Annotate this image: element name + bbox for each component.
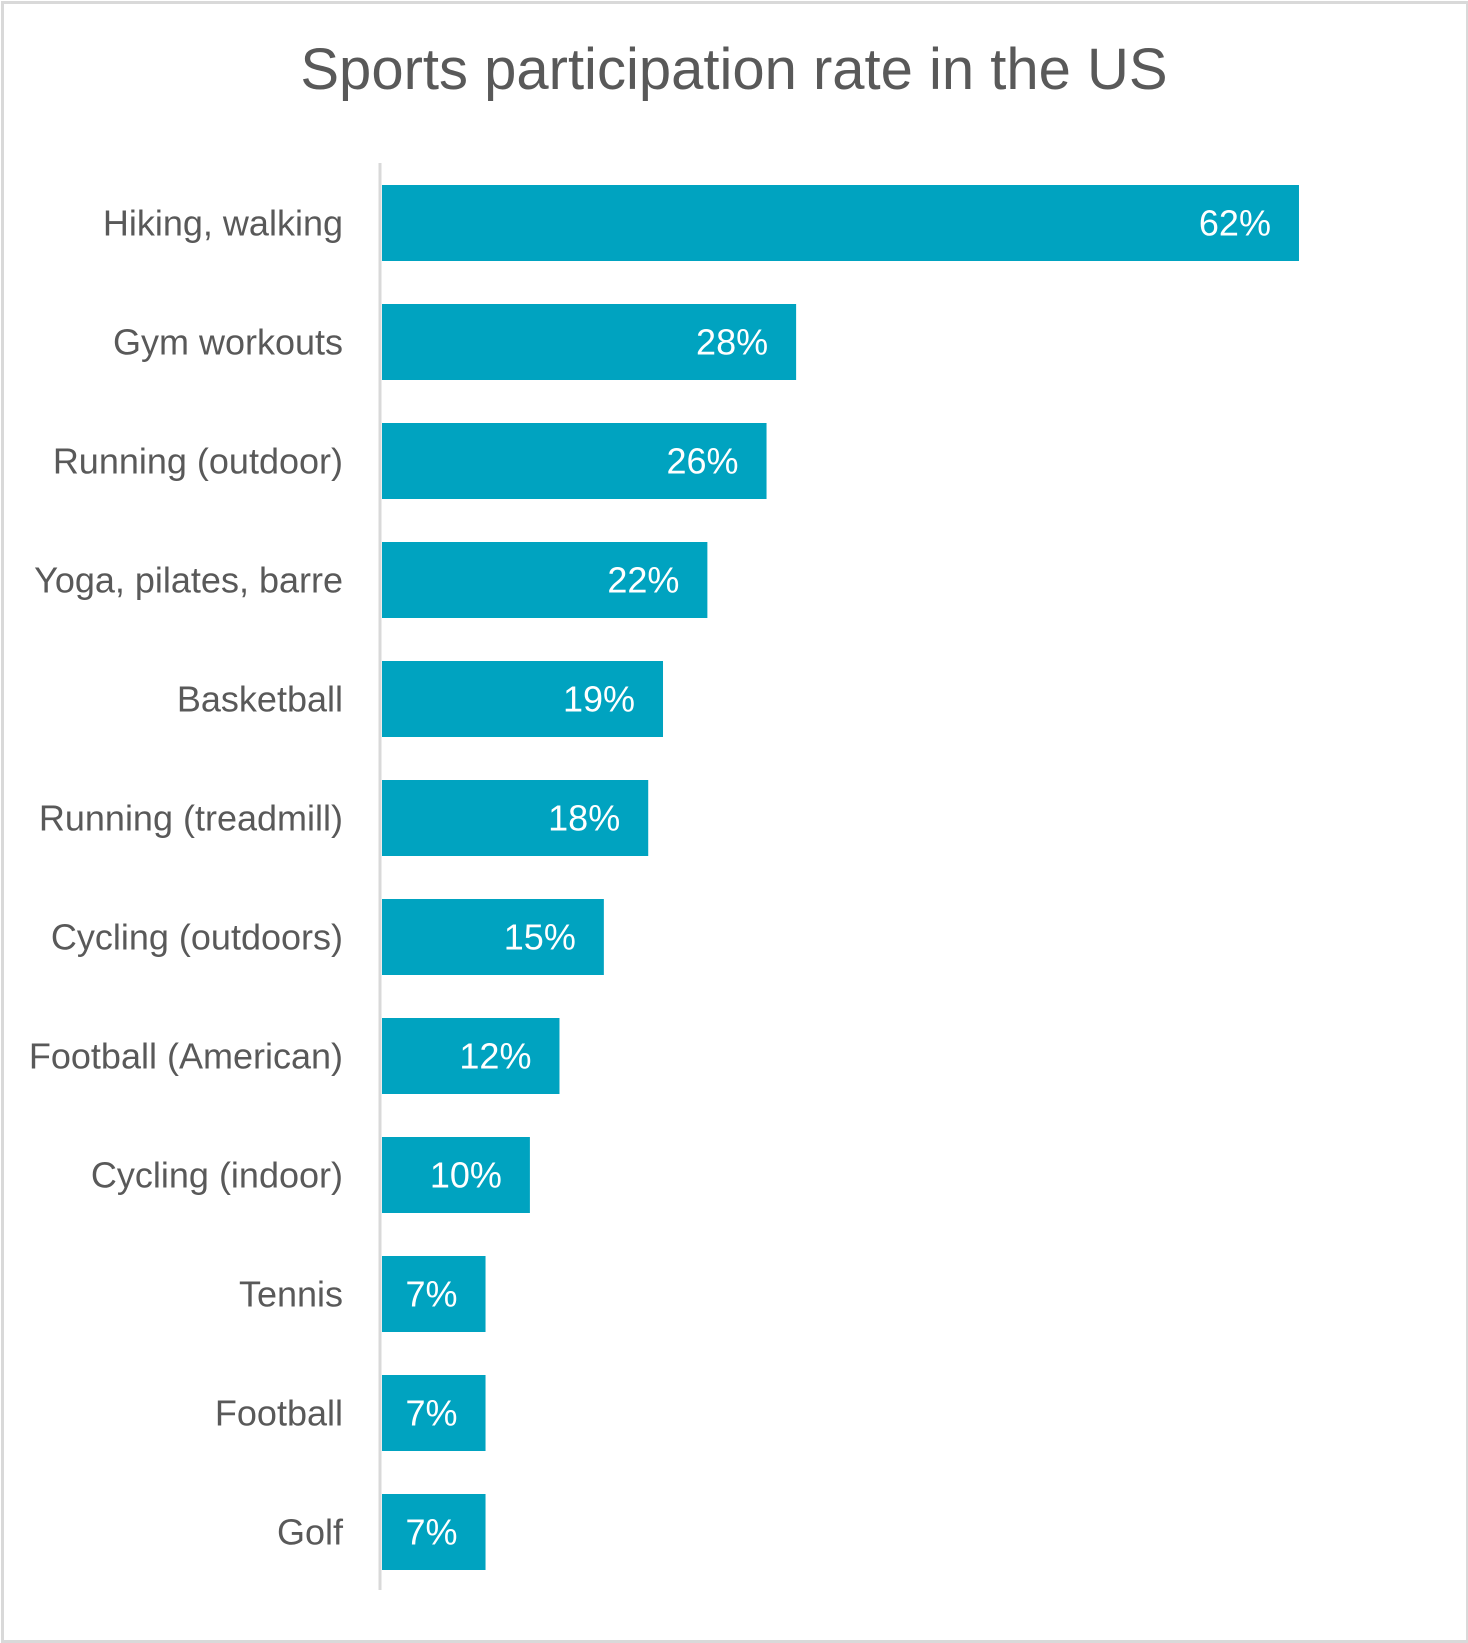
bar-value-label: 28% bbox=[696, 322, 768, 363]
category-label: Football (American) bbox=[29, 1036, 343, 1077]
bar bbox=[382, 304, 797, 380]
bar bbox=[382, 542, 708, 618]
bar-value-label: 15% bbox=[504, 917, 576, 958]
category-label: Cycling (outdoors) bbox=[51, 917, 343, 958]
bar-value-label: 7% bbox=[405, 1274, 457, 1315]
category-label: Running (treadmill) bbox=[39, 798, 343, 839]
value-labels: 62% 28% 26% 22% 19% 18% 15% 12% 10% 7% 7% 7% bbox=[405, 203, 1270, 1553]
bar-value-label: 7% bbox=[405, 1512, 457, 1553]
chart-title: Sports participation rate in the US bbox=[300, 37, 1168, 102]
bars-layer bbox=[382, 185, 1299, 1570]
bar bbox=[382, 661, 664, 737]
bar-value-label: 26% bbox=[666, 441, 738, 482]
bar-value-label: 18% bbox=[548, 798, 620, 839]
category-label: Yoga, pilates, barre bbox=[34, 560, 343, 601]
bar-value-label: 22% bbox=[607, 560, 679, 601]
bar bbox=[382, 1018, 560, 1094]
bar bbox=[382, 1137, 530, 1213]
bar-value-label: 10% bbox=[430, 1155, 502, 1196]
category-label: Cycling (indoor) bbox=[91, 1155, 343, 1196]
bar-value-label: 19% bbox=[563, 679, 635, 720]
category-label: Hiking, walking bbox=[103, 203, 343, 244]
bar bbox=[382, 1375, 486, 1451]
category-label: Running (outdoor) bbox=[53, 441, 343, 482]
bar-value-label: 62% bbox=[1199, 203, 1271, 244]
bar-value-label: 12% bbox=[459, 1036, 531, 1077]
bar bbox=[382, 899, 604, 975]
category-label: Golf bbox=[277, 1512, 344, 1553]
category-label: Tennis bbox=[239, 1274, 343, 1315]
bar bbox=[382, 1494, 486, 1570]
bar bbox=[382, 423, 767, 499]
category-label: Football bbox=[215, 1393, 343, 1434]
bar bbox=[382, 185, 1299, 261]
bar-value-label: 7% bbox=[405, 1393, 457, 1434]
bar bbox=[382, 1256, 486, 1332]
category-labels: Hiking, walking Gym workouts Running (outd… bbox=[29, 203, 344, 1553]
category-label: Basketball bbox=[177, 679, 343, 720]
bar bbox=[382, 780, 649, 856]
category-label: Gym workouts bbox=[113, 322, 343, 363]
